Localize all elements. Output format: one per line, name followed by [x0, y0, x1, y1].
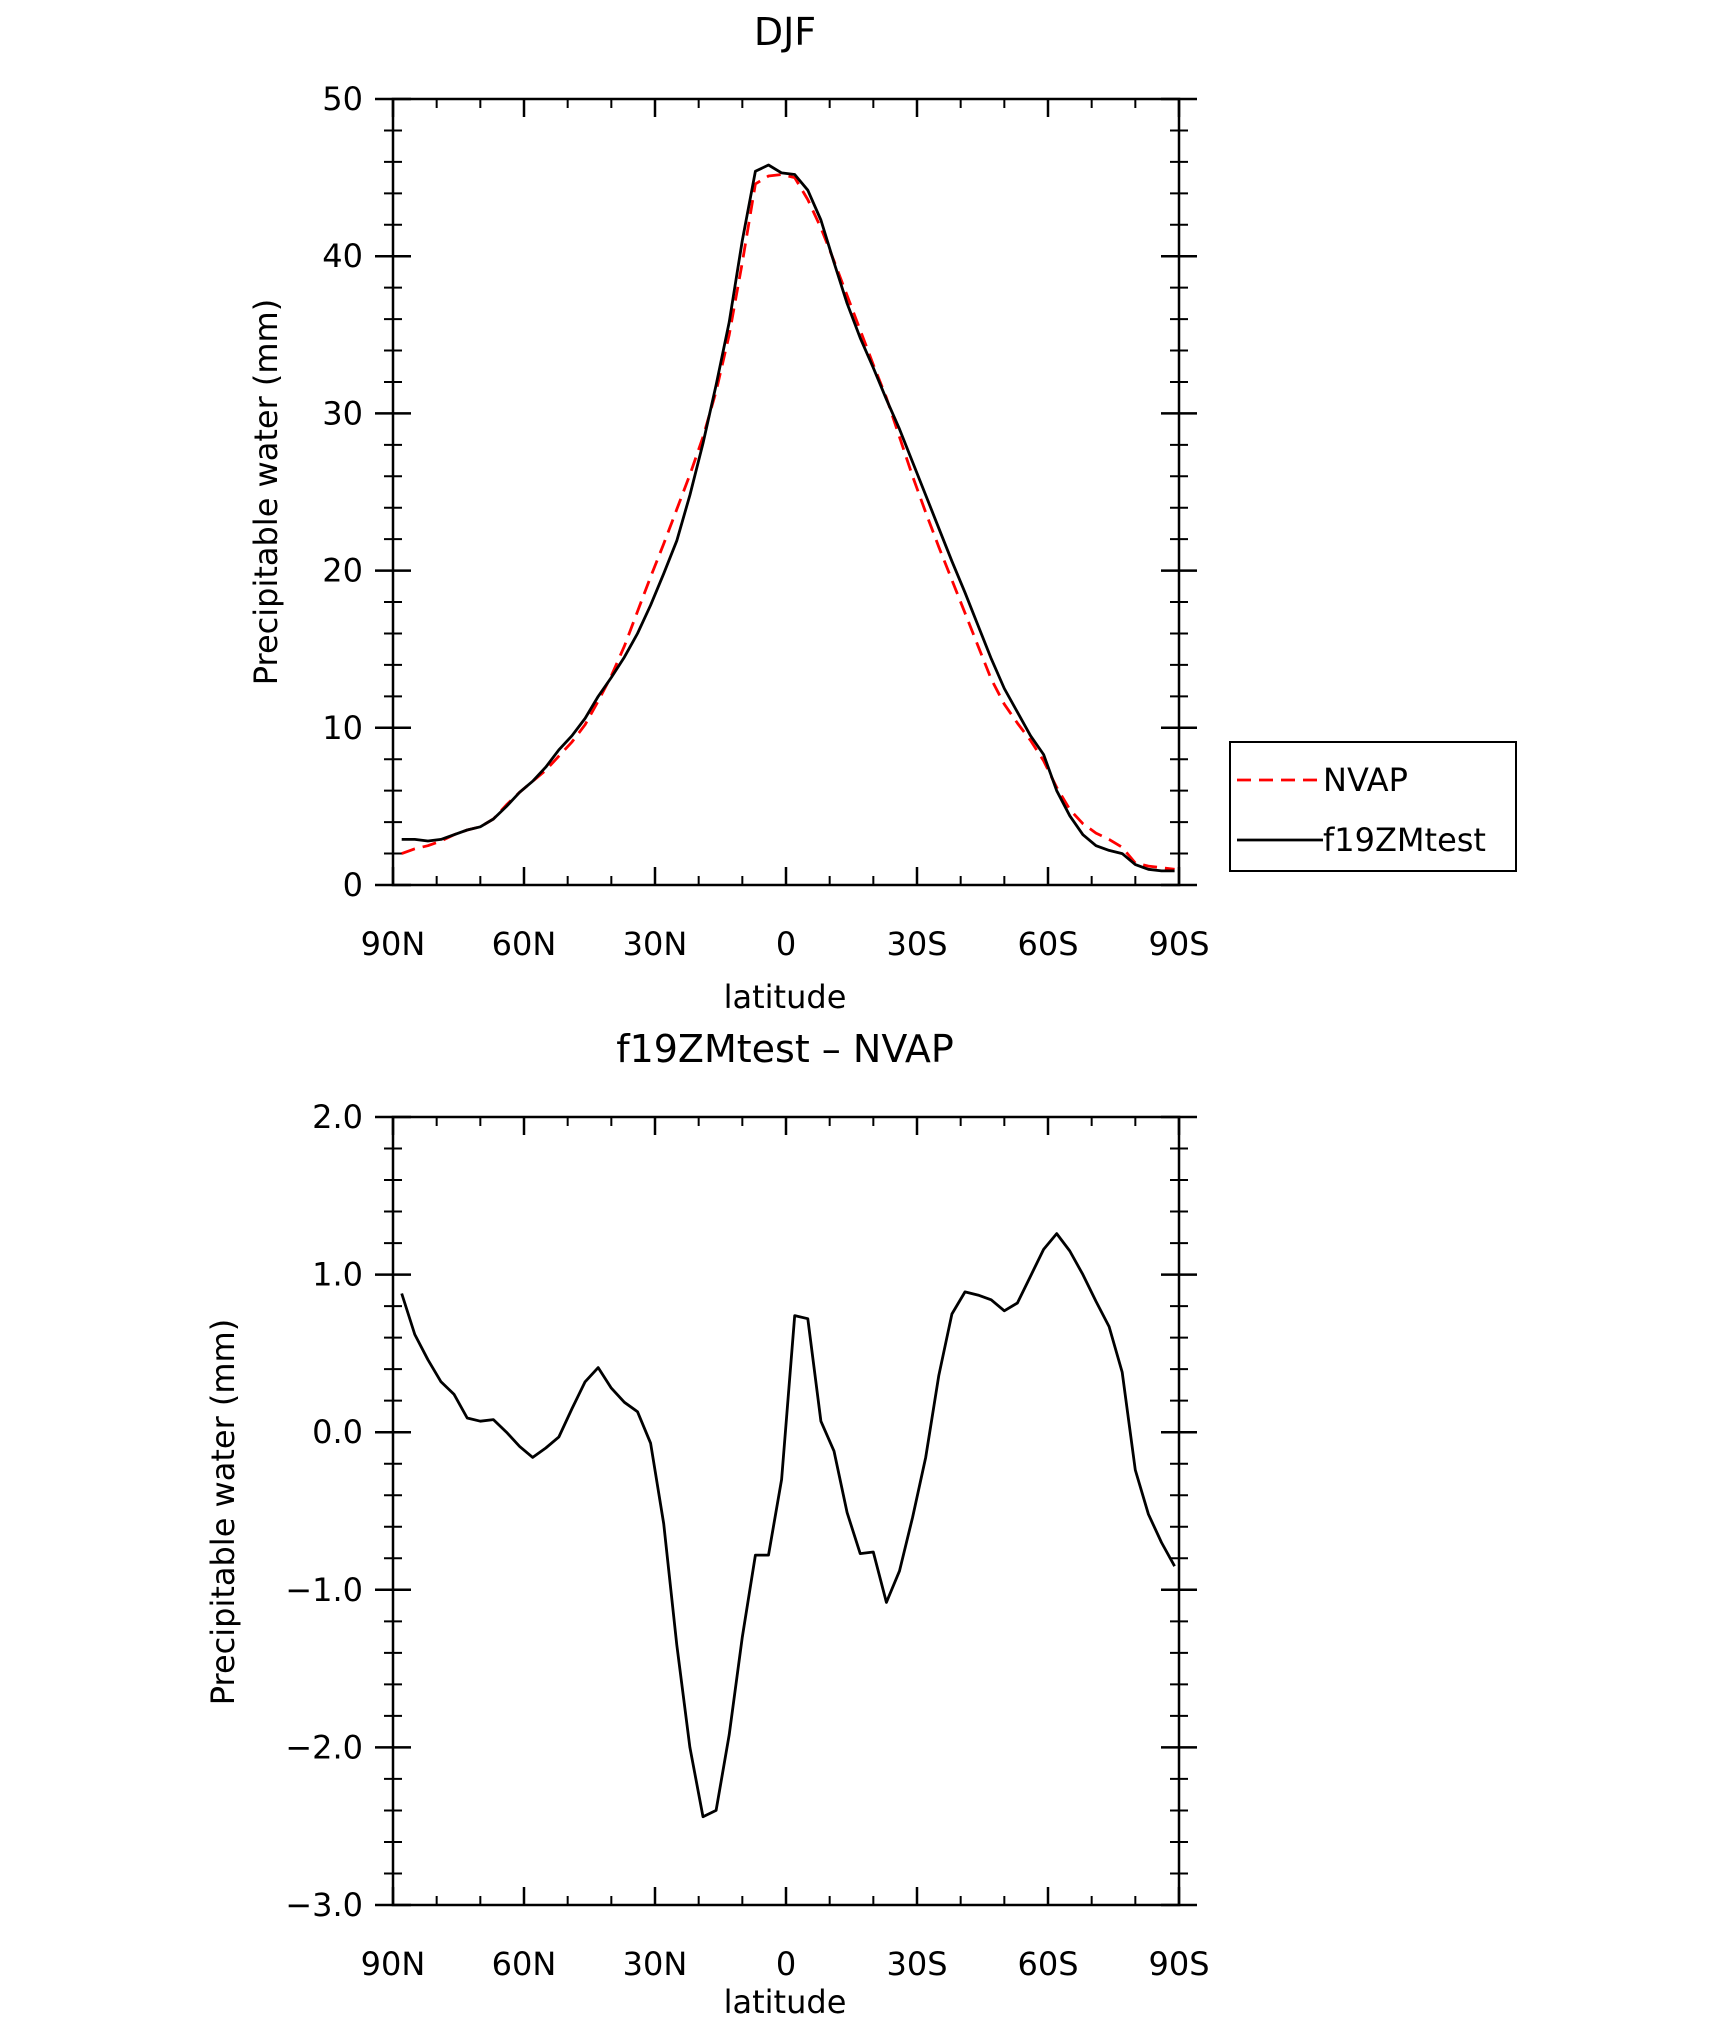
y-tick-label: 0.0: [312, 1413, 363, 1451]
x-tick-label: 60N: [492, 925, 557, 963]
y-tick-label: 10: [322, 709, 363, 747]
x-axis-label: latitude: [724, 978, 847, 1016]
y-tick-label: −3.0: [285, 1886, 363, 1924]
y-tick-label: 30: [322, 394, 363, 432]
legend-label-f19zmtest: f19ZMtest: [1323, 821, 1486, 859]
x-tick-label: 60S: [1017, 1945, 1078, 1983]
x-axis-label: latitude: [724, 1983, 847, 2021]
x-tick-label: 90S: [1148, 1945, 1209, 1983]
y-tick-label: −2.0: [285, 1728, 363, 1766]
x-tick-label: 30N: [623, 925, 688, 963]
x-tick-label: 30S: [886, 925, 947, 963]
y-tick-labels: −3.0 −2.0 −1.0 0.0 1.0 2.0: [285, 1098, 363, 1924]
x-tick-label: 0: [776, 925, 796, 963]
x-tick-label: 30N: [623, 1945, 688, 1983]
x-tick-label: 0: [776, 1945, 796, 1983]
chart-title: DJF: [754, 10, 816, 54]
y-tick-label: 50: [322, 80, 363, 118]
legend: NVAP f19ZMtest: [1229, 741, 1517, 872]
series-line-f19zmtest: [401, 163, 1175, 873]
x-tick-label: 30S: [886, 1945, 947, 1983]
legend-label-nvap: NVAP: [1323, 761, 1408, 799]
series-lines: [400, 1232, 1176, 1819]
y-tick-label: −1.0: [285, 1571, 363, 1609]
axis-ticks: [375, 1115, 1197, 1907]
plot-frame: [391, 1115, 1181, 1907]
y-tick-label: 20: [322, 552, 363, 590]
axis-ticks: [375, 97, 1197, 887]
plot-frame: [391, 97, 1181, 887]
chart-panel-djf: DJF 90N 60N 30N 0 30S 60S 90S 0 10 20 30 40 50 lati…: [247, 10, 1517, 1016]
chart-title: f19ZMtest – NVAP: [616, 1027, 954, 1071]
x-tick-label: 90S: [1148, 925, 1209, 963]
x-tick-label: 60N: [492, 1945, 557, 1983]
x-tick-labels: 90N 60N 30N 0 30S 60S 90S: [361, 1945, 1210, 1983]
y-axis-label: Precipitable water (mm): [204, 1319, 242, 1705]
x-tick-label: 60S: [1017, 925, 1078, 963]
series-line-nvap: [401, 173, 1175, 871]
y-tick-label: 40: [322, 237, 363, 275]
legend-box: [1229, 741, 1517, 872]
y-tick-labels: 0 10 20 30 40 50: [322, 80, 363, 904]
y-tick-label: 2.0: [312, 1098, 363, 1136]
x-tick-label: 90N: [361, 925, 426, 963]
x-tick-label: 90N: [361, 1945, 426, 1983]
x-tick-labels: 90N 60N 30N 0 30S 60S 90S: [361, 925, 1210, 963]
y-axis-label: Precipitable water (mm): [247, 299, 285, 685]
chart-panel-difference: f19ZMtest – NVAP 90N 60N 30N 0 30S 60S 90S −3.…: [204, 1027, 1210, 2021]
series-line-difference: [400, 1232, 1176, 1819]
series-lines: [401, 163, 1175, 873]
y-tick-label: 1.0: [312, 1256, 363, 1294]
y-tick-label: 0: [343, 866, 363, 904]
